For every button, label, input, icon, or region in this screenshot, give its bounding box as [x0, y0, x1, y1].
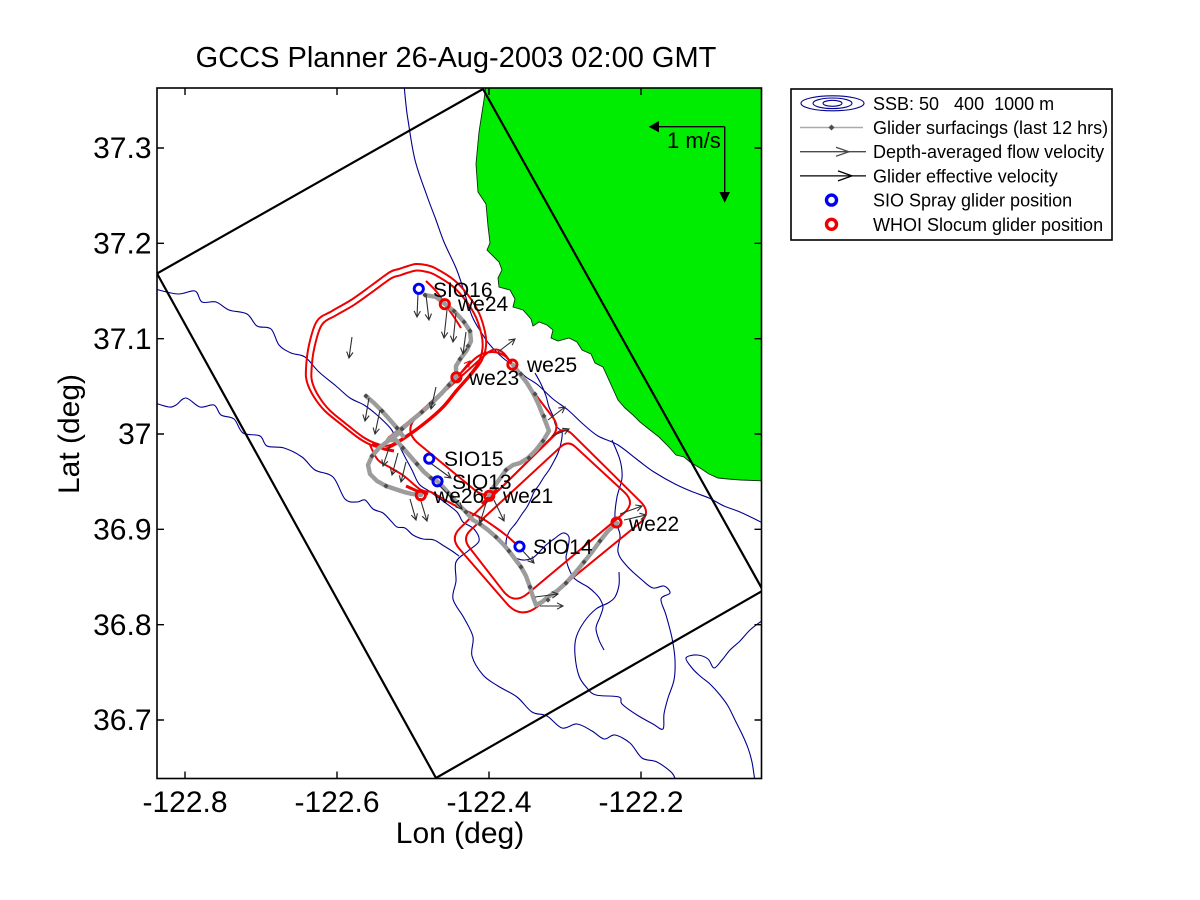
- svg-text:we22: we22: [628, 513, 679, 536]
- svg-text:we26: we26: [433, 485, 484, 508]
- svg-text:Glider effective velocity: Glider effective velocity: [873, 166, 1058, 186]
- svg-text:SIO14: SIO14: [533, 536, 593, 559]
- svg-text:SIO16: SIO16: [433, 279, 493, 302]
- svg-text:36.9: 36.9: [93, 514, 151, 547]
- svg-text:37.1: 37.1: [93, 323, 151, 356]
- svg-text:Lat (deg): Lat (deg): [53, 374, 86, 494]
- svg-text:SIO Spray glider position: SIO Spray glider position: [873, 191, 1072, 211]
- svg-text:-122.8: -122.8: [142, 786, 227, 819]
- svg-text:Glider surfacings (last 12 hrs: Glider surfacings (last 12 hrs): [873, 118, 1108, 138]
- svg-text:SIO15: SIO15: [444, 448, 504, 471]
- svg-text:-122.4: -122.4: [446, 786, 531, 819]
- svg-text:37: 37: [118, 418, 151, 451]
- svg-text:we24: we24: [457, 293, 509, 316]
- svg-text:we25: we25: [526, 354, 577, 377]
- svg-text:1 m/s: 1 m/s: [667, 128, 721, 153]
- svg-text:Depth-averaged flow velocity: Depth-averaged flow velocity: [873, 142, 1104, 162]
- svg-text:Lon (deg): Lon (deg): [396, 817, 524, 850]
- svg-text:37.3: 37.3: [93, 132, 151, 165]
- svg-text:SSB: 50 400 1000 m: SSB: 50 400 1000 m: [873, 94, 1054, 114]
- svg-text:we21: we21: [502, 485, 553, 508]
- svg-text:SIO13: SIO13: [452, 471, 512, 494]
- svg-text:-122.2: -122.2: [598, 786, 683, 819]
- svg-text:36.7: 36.7: [93, 704, 151, 737]
- svg-text:-122.6: -122.6: [294, 786, 379, 819]
- svg-text:37.2: 37.2: [93, 228, 151, 261]
- svg-text:we23: we23: [468, 367, 519, 390]
- svg-text:WHOI Slocum glider position: WHOI Slocum glider position: [873, 215, 1103, 235]
- svg-text:GCCS Planner 26-Aug-2003 02:00: GCCS Planner 26-Aug-2003 02:00 GMT: [196, 42, 717, 74]
- svg-text:36.8: 36.8: [93, 609, 151, 642]
